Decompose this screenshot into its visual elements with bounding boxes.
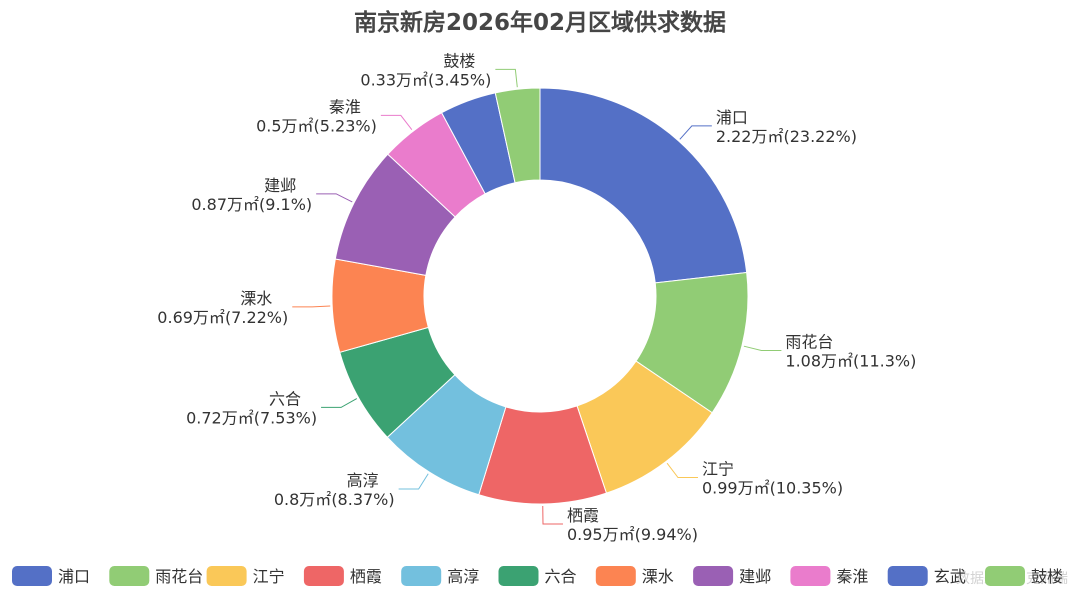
slice-label-name-2: 雨花台 [785,332,833,351]
legend-item-10[interactable]: 玄武 [887,566,966,586]
legend-swatch-6 [498,566,539,586]
legend-label-9: 秦淮 [836,567,868,586]
legend-item-11[interactable]: 鼓楼 [985,566,1063,586]
legend-item-9[interactable]: 秦淮 [790,566,868,586]
slice-label-percent-3: (10.35%) [770,479,844,498]
legend-swatch-7 [595,566,636,586]
slice-label-amount-11: 0.33万㎡ [360,70,428,89]
slice-label-percent-2: (11.3%) [853,351,916,370]
leader-line-2 [743,345,782,351]
slice-label-amount-4: 0.95万㎡ [567,525,635,544]
legend-label-11: 鼓楼 [1031,567,1063,586]
slice-label-percent-9: (5.23%) [314,116,377,135]
legend-label-4: 栖霞 [350,567,382,586]
leader-line-9 [380,114,413,130]
legend-label-6: 六合 [545,567,577,586]
legend-swatch-9 [790,566,831,586]
slice-1[interactable] [539,87,748,284]
slice-label-amount-3: 0.99万㎡ [702,479,770,498]
leader-line-4 [542,505,563,525]
legend-label-1: 浦口 [58,567,90,586]
legend-label-3: 江宁 [253,567,285,586]
slice-11[interactable] [494,87,541,184]
legend-label-10: 玄武 [934,567,966,586]
legend-label-7: 溧水 [642,567,674,586]
slice-label-value-7: 0.69万㎡(7.22%) [157,308,288,327]
slice-label-name-7: 溧水 [240,289,272,308]
slice-label-percent-7: (7.22%) [225,308,288,327]
leader-line-7 [292,305,331,308]
slice-label-value-6: 0.72万㎡(7.53%) [186,408,317,427]
slice-label-name-4: 栖霞 [567,506,599,525]
slice-label-amount-9: 0.5万㎡ [256,116,313,135]
legend-item-3[interactable]: 江宁 [206,566,285,586]
legend-swatch-10 [887,566,928,586]
slice-label-name-5: 高淳 [347,471,379,490]
slice-label-percent-11: (3.45%) [428,70,491,89]
slice-label-percent-1: (23.22%) [783,127,857,146]
slice-label-value-3: 0.99万㎡(10.35%) [702,479,843,498]
legend-item-1[interactable]: 浦口 [12,566,90,586]
slice-label-value-11: 0.33万㎡(3.45%) [360,70,491,89]
slice-label-amount-5: 0.8万㎡ [274,490,331,509]
slice-label-name-3: 江宁 [702,460,734,479]
legend-item-7[interactable]: 溧水 [595,566,674,586]
leader-line-8 [316,193,353,203]
legend-swatch-2 [109,566,150,586]
legend-item-4[interactable]: 栖霞 [303,566,382,586]
legend-swatch-8 [693,566,734,586]
legend-swatch-1 [12,566,52,586]
slice-label-value-8: 0.87万㎡(9.1%) [191,195,312,214]
slice-label-value-9: 0.5万㎡(5.23%) [256,116,377,135]
slice-label-name-9: 秦淮 [329,97,361,116]
legend-swatch-4 [303,566,344,586]
legend-item-2[interactable]: 雨花台 [109,566,203,586]
legend-label-2: 雨花台 [155,567,203,586]
slice-label-amount-8: 0.87万㎡ [191,195,259,214]
slice-label-amount-1: 2.22万㎡ [716,127,784,146]
legend-swatch-3 [206,566,247,586]
slice-label-value-1: 2.22万㎡(23.22%) [716,127,857,146]
legend: 浦口 雨花台 江宁 栖霞 高淳 六合 溧水 建邺 秦淮 玄武 鼓楼 [12,566,1063,586]
slice-label-amount-6: 0.72万㎡ [186,408,254,427]
legend-label-5: 高淳 [447,567,479,586]
legend-label-8: 建邺 [739,567,771,586]
slice-label-amount-7: 0.69万㎡ [157,308,225,327]
slice-label-percent-4: (9.94%) [635,525,698,544]
slice-label-value-4: 0.95万㎡(9.94%) [567,525,698,544]
leader-line-3 [666,462,698,479]
slice-label-name-6: 六合 [269,389,301,408]
legend-item-6[interactable]: 六合 [498,566,577,586]
leader-line-5 [398,473,429,490]
slice-label-percent-6: (7.53%) [254,408,317,427]
slice-label-percent-5: (8.37%) [331,490,394,509]
slices-group [331,87,749,505]
slice-label-name-8: 建邺 [264,176,296,195]
leader-line-1 [679,125,712,140]
slice-label-percent-8: (9.1%) [259,195,312,214]
legend-item-5[interactable]: 高淳 [401,566,479,586]
legend-swatch-5 [401,566,442,586]
legend-swatch-11 [985,566,1025,586]
legend-item-8[interactable]: 建邺 [693,566,771,586]
chart-title: 南京新房2026年02月区域供求数据 [354,9,726,36]
slice-label-value-2: 1.08万㎡(11.3%) [785,351,916,370]
slice-label-name-11: 鼓楼 [443,51,475,70]
leader-line-11 [495,68,518,88]
slice-label-amount-2: 1.08万㎡ [785,351,853,370]
slice-label-value-5: 0.8万㎡(8.37%) [274,490,395,509]
slice-label-name-1: 浦口 [716,108,748,127]
leader-line-6 [321,398,358,408]
